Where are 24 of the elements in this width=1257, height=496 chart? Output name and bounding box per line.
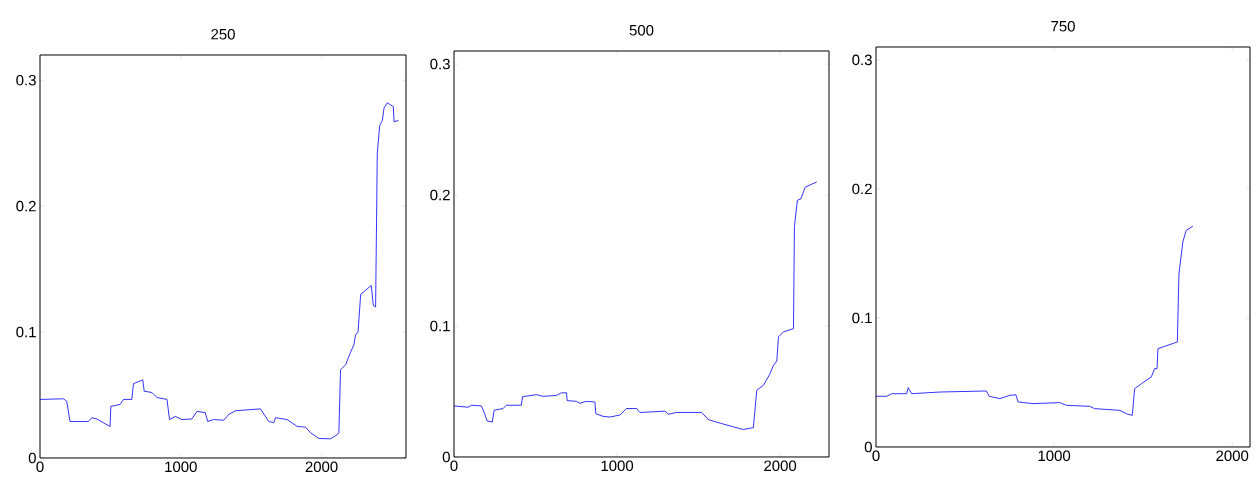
x-tick-label: 0 (36, 461, 44, 473)
y-tick-label: 0.1 (16, 326, 36, 338)
x-tick-label: 2000 (305, 461, 338, 473)
y-tick-label: 0.3 (16, 74, 36, 86)
y-tick-label: 0.3 (430, 58, 450, 70)
chart-title: 750 (1051, 20, 1075, 32)
x-tick-label: 2000 (1216, 450, 1249, 462)
y-tick-label: 0.2 (430, 189, 450, 201)
y-tick-label: 0.2 (852, 183, 872, 195)
y-tick-label: 0.1 (430, 320, 450, 332)
x-tick-label: 0 (872, 450, 880, 462)
y-tick-label: 0.2 (16, 200, 36, 212)
chart-title: 250 (211, 28, 235, 40)
line-series (876, 225, 1194, 416)
y-tick-label: 0.1 (852, 312, 872, 324)
y-tick-label: 0.3 (852, 54, 872, 66)
x-tick-label: 2000 (764, 460, 797, 472)
x-tick-label: 0 (450, 460, 458, 472)
chart-title: 500 (629, 24, 654, 36)
x-tick-label: 1000 (1038, 450, 1071, 462)
line-series (454, 181, 818, 430)
x-tick-label: 1000 (601, 460, 634, 472)
x-tick-label: 1000 (165, 461, 197, 473)
y-tick-label: 0 (864, 441, 872, 453)
